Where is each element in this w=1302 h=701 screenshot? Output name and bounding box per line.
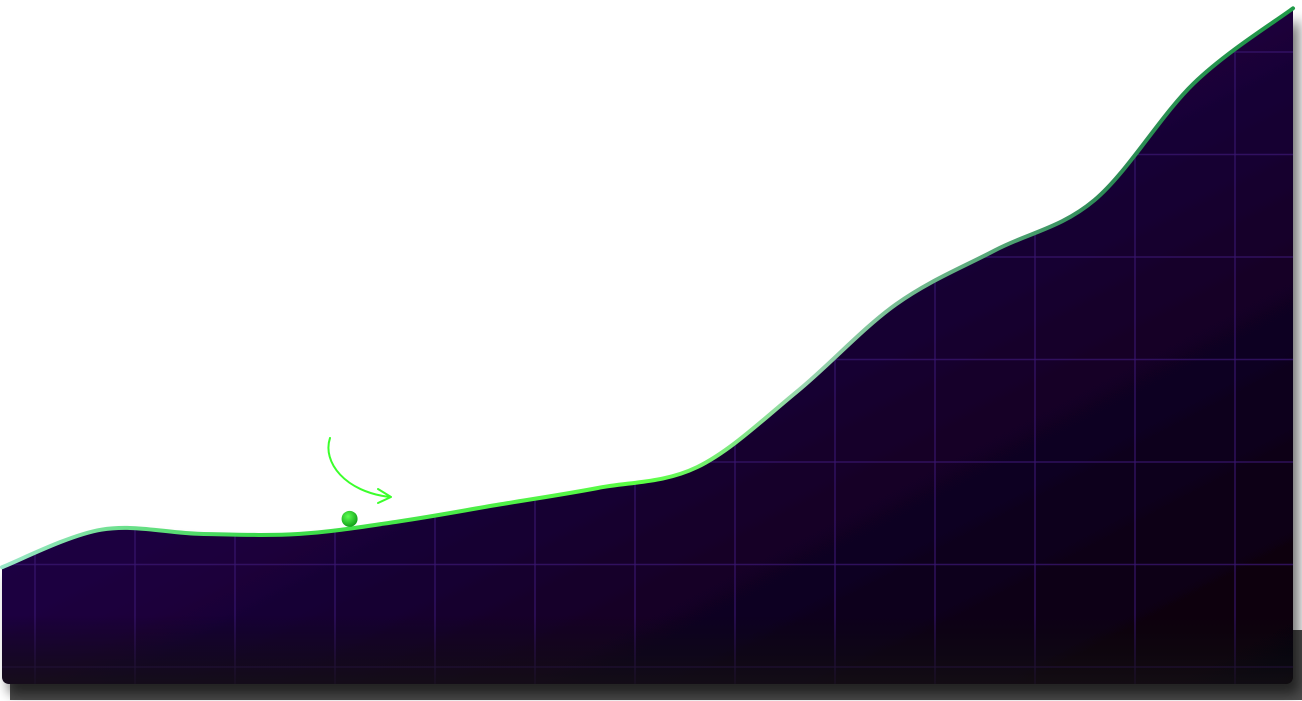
curved-arrow-icon: [327, 437, 391, 498]
bottom-fade: [2, 615, 1293, 684]
arrow-head-icon: [377, 488, 392, 504]
series-line: [0, 6, 1295, 570]
highlight-dot-icon: [341, 510, 358, 527]
area-fill: [2, 8, 1293, 684]
